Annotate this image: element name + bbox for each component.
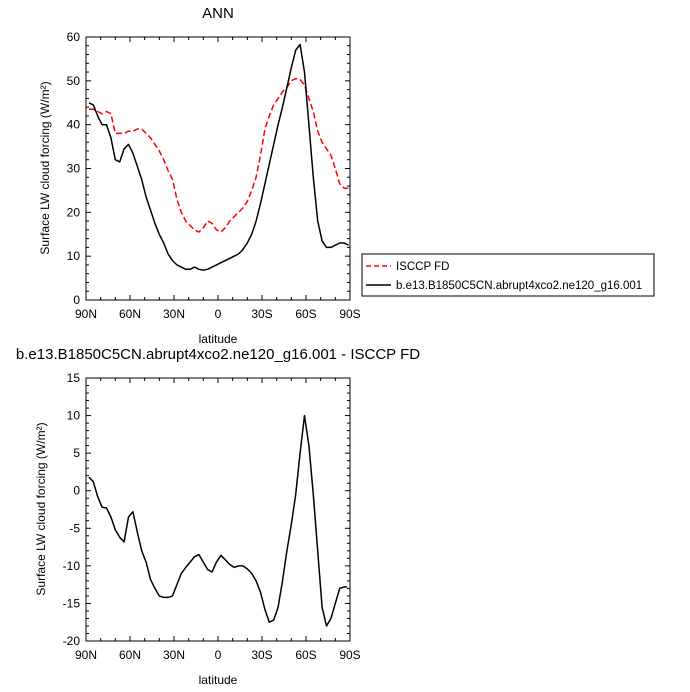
panel-top-xtick-label: 60N (119, 307, 141, 321)
panel-top-ticks: 90N 60N 30N 0 30S 60S 90S 0 10 20 30 40 50 60 (67, 30, 361, 321)
panel-top-series (88, 43, 349, 271)
panel-bottom-xtick-label: 30S (251, 648, 272, 662)
panel-bottom-xtick-label: 90N (75, 648, 97, 662)
panel-top-ytick-label: 0 (73, 293, 80, 307)
panel-top-xtick-label: 30S (251, 307, 272, 321)
legend-label-isccp: ISCCP FD (396, 261, 449, 273)
panel-bottom-ylabel: Surface LW cloud forcing (W/m²) (34, 422, 48, 595)
panel-top-plot-frame (85, 36, 351, 301)
panel-bottom-series-line-0 (88, 414, 348, 627)
panel-top-ytick-label: 50 (67, 74, 81, 88)
panel-bottom-xtick-label: 90S (339, 648, 360, 662)
panel-top-xtick-label: 90N (75, 307, 97, 321)
legend-box (361, 253, 655, 297)
panel-top-xtick-label: 0 (215, 307, 222, 321)
panel-bottom-ytick-label: -15 (63, 596, 81, 610)
panel-bottom-xtick-label: 30N (163, 648, 185, 662)
panel-bottom-series (88, 414, 348, 627)
panel-bottom-xtick-label: 0 (215, 648, 222, 662)
panel-top: ANN 90N 60N 30N 0 30S 60S 90S 0 10 20 30 40 50 60 lat… (38, 5, 655, 346)
panel-bottom-ytick-label: -20 (63, 634, 81, 648)
panel-top-ytick-label: 30 (67, 162, 81, 176)
panel-top-xtick-label: 60S (295, 307, 316, 321)
panel-bottom-ytick-label: 15 (67, 371, 81, 385)
legend-label-model: b.e13.B1850C5CN.abrupt4xco2.ne120_g16.00… (396, 280, 642, 292)
panel-bottom-xlabel: latitude (199, 673, 238, 687)
panel-top-ylabel: Surface LW cloud forcing (W/m²) (38, 81, 52, 254)
panel-top-series-line-1 (88, 43, 349, 271)
panel-bottom-plot-frame (85, 377, 351, 642)
panel-bottom-ytick-label: 0 (73, 484, 80, 498)
panel-bottom-ytick-label: 10 (67, 409, 81, 423)
panel-top-legend: ISCCP FD b.e13.B1850C5CN.abrupt4xco2.ne1… (361, 253, 655, 297)
panel-top-xtick-label: 90S (339, 307, 360, 321)
panel-bottom-xtick-label: 60S (295, 648, 316, 662)
panel-top-series-line-0 (88, 77, 349, 233)
panel-bottom-ticks: 90N 60N 30N 0 30S 60S 90S -20 -15 -10 -5 0 5 10 15 (63, 371, 361, 662)
panel-top-title: ANN (202, 5, 234, 22)
panel-top-ytick-label: 10 (67, 249, 81, 263)
panel-top-xtick-label: 30N (163, 307, 185, 321)
panel-bottom-title: b.e13.B1850C5CN.abrupt4xco2.ne120_g16.00… (16, 346, 420, 363)
panel-top-xlabel: latitude (199, 332, 238, 346)
panel-top-ytick-label: 60 (67, 30, 81, 44)
panel-top-ytick-label: 40 (67, 118, 81, 132)
panel-bottom-ytick-label: 5 (73, 446, 80, 460)
panel-bottom-xtick-label: 60N (119, 648, 141, 662)
panel-bottom-ytick-label: -10 (63, 559, 81, 573)
panel-bottom: b.e13.B1850C5CN.abrupt4xco2.ne120_g16.00… (16, 346, 420, 687)
panel-bottom-ytick-label: -5 (69, 521, 80, 535)
panel-top-ytick-label: 20 (67, 205, 81, 219)
